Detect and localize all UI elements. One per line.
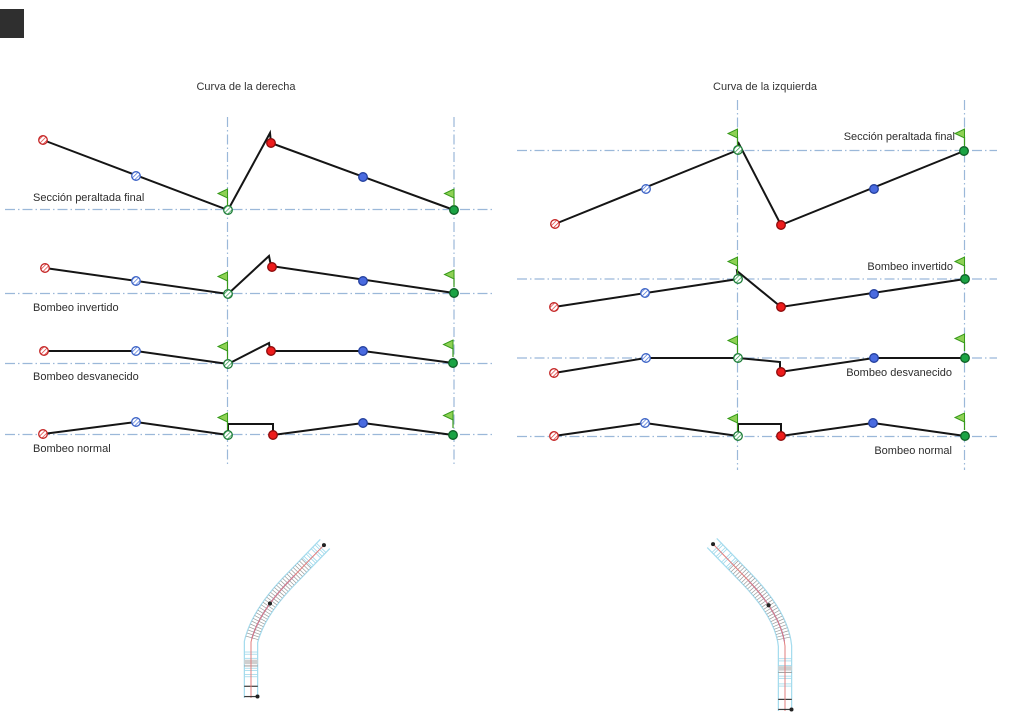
green-point-marker [960, 274, 970, 284]
red-point-marker [268, 430, 278, 440]
flag-icon [953, 256, 965, 267]
blue-point-marker [358, 346, 368, 356]
green-hatch-point-marker [223, 205, 233, 215]
red-hatch-point-marker [549, 368, 559, 378]
flag-icon [726, 256, 738, 267]
green-hatch-point-marker [733, 145, 743, 155]
blue-hatch-point-marker [131, 276, 141, 286]
blue-hatch-point-marker [640, 418, 650, 428]
green-point-marker [960, 431, 970, 441]
red-point-marker [267, 262, 277, 272]
blue-point-marker [358, 172, 368, 182]
section-label: Bombeo invertido [33, 302, 119, 314]
blue-hatch-point-marker [641, 353, 651, 363]
station-dot [267, 601, 273, 606]
flag-icon [216, 188, 228, 199]
road-plan-right [706, 537, 794, 712]
blue-hatch-point-marker [641, 184, 651, 194]
station-dot [766, 603, 771, 608]
red-point-marker [266, 138, 276, 148]
flag-icon [953, 128, 965, 139]
profile-line [42, 420, 454, 437]
green-point-marker [449, 288, 459, 298]
road-surface [707, 538, 791, 711]
red-hatch-point-marker [38, 135, 48, 145]
green-hatch-point-marker [223, 359, 233, 369]
red-point-marker [776, 302, 786, 312]
red-hatch-point-marker [550, 219, 560, 229]
green-point-marker [959, 146, 969, 156]
blue-hatch-point-marker [640, 288, 650, 298]
blue-point-marker [358, 418, 368, 428]
road-centerline [711, 542, 786, 711]
blue-hatch-point-marker [131, 171, 141, 181]
green-point-marker [448, 358, 458, 368]
red-hatch-point-marker [39, 346, 49, 356]
station-dot [711, 542, 716, 547]
section-label: Bombeo invertido [867, 261, 953, 273]
blue-point-marker [868, 418, 878, 428]
section-label: Sección peraltada final [843, 131, 955, 143]
road-plan-left [243, 538, 331, 699]
flag-icon [726, 413, 738, 424]
green-point-marker [449, 205, 459, 215]
red-hatch-point-marker [549, 302, 559, 312]
flag-icon [216, 271, 228, 282]
blue-point-marker [869, 184, 879, 194]
green-hatch-point-marker [733, 431, 743, 441]
road-surface [245, 539, 330, 698]
flag-icon [726, 128, 738, 139]
section-label: Sección peraltada final [33, 192, 145, 204]
flag-icon [216, 341, 228, 352]
profile-line [44, 254, 455, 296]
red-point-marker [776, 431, 786, 441]
profile-line [42, 129, 455, 212]
blue-point-marker [869, 289, 879, 299]
flag-icon [726, 335, 738, 346]
green-hatch-point-marker [223, 289, 233, 299]
section-label: Bombeo normal [874, 445, 952, 457]
road-centerline [250, 543, 326, 698]
corner-mark [0, 9, 24, 38]
green-point-marker [448, 430, 458, 440]
green-hatch-point-marker [223, 430, 233, 440]
station-dot [789, 707, 794, 712]
station-dot [321, 543, 326, 548]
flag-icon [443, 269, 455, 280]
green-hatch-point-marker [733, 353, 743, 363]
station-dot [255, 694, 260, 699]
section-label: Bombeo normal [33, 443, 111, 455]
flag-icon [442, 410, 454, 421]
right-curve-title: Curva de la derecha [196, 81, 296, 93]
section-label: Bombeo desvanecido [33, 371, 139, 383]
flag-icon [216, 412, 228, 423]
profile-line [554, 141, 965, 227]
profile-line [553, 421, 966, 438]
red-point-marker [266, 346, 276, 356]
section-label: Bombeo desvanecido [846, 367, 952, 379]
blue-hatch-point-marker [131, 417, 141, 427]
flag-icon [953, 333, 965, 344]
green-hatch-point-marker [733, 274, 743, 284]
flag-icon [953, 412, 965, 423]
flag-icon [442, 339, 454, 350]
red-hatch-point-marker [38, 429, 48, 439]
diagram-curva-izquierda [517, 100, 997, 470]
blue-point-marker [358, 276, 368, 286]
blue-point-marker [869, 353, 879, 363]
red-point-marker [776, 367, 786, 377]
green-point-marker [960, 353, 970, 363]
red-hatch-point-marker [549, 431, 559, 441]
blue-hatch-point-marker [131, 346, 141, 356]
diagram-curva-derecha [5, 117, 495, 466]
red-hatch-point-marker [40, 263, 50, 273]
profile-line [44, 341, 454, 366]
flag-icon [443, 188, 455, 199]
left-curve-title: Curva de la izquierda [713, 81, 817, 93]
red-point-marker [776, 220, 786, 230]
profile-line [553, 268, 966, 309]
